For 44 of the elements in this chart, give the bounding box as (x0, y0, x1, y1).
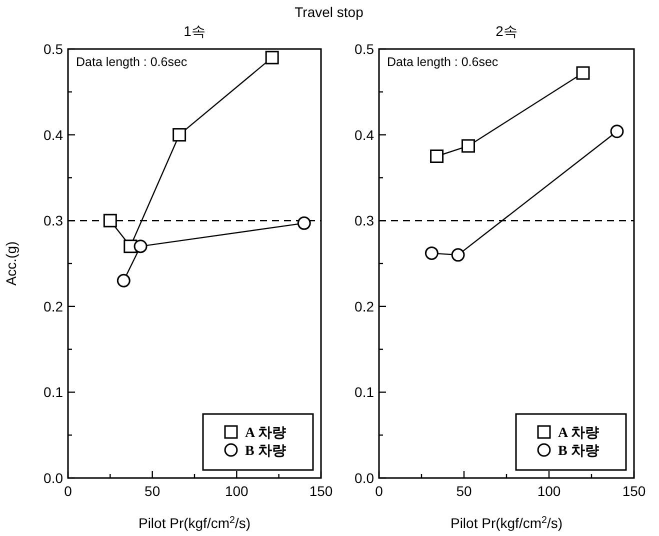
y-tick-label: 0.1 (354, 384, 374, 400)
y-tick-label: 0.3 (354, 212, 374, 229)
point (116, 274, 130, 288)
point (462, 139, 475, 153)
point (610, 124, 624, 138)
y-tick-label: 0.5 (354, 41, 374, 57)
point (134, 240, 148, 254)
x-axis-title: Pilot Pr(kgf/cm$^{2}$/s) (450, 514, 563, 531)
legend-label: B 차량 (558, 444, 599, 459)
point (265, 50, 279, 64)
chart-title: 2속 (496, 23, 518, 39)
legend-label: A 차량 (245, 426, 286, 441)
y-tick-label: 0.1 (44, 384, 64, 400)
y-tick-label: 0.0 (354, 470, 374, 486)
x-tick-label: 150 (622, 483, 646, 499)
x-tick-label: 150 (309, 483, 333, 499)
point (430, 150, 444, 163)
chart-title: 1속 (184, 23, 206, 39)
y-axis-title: Acc.(g) (3, 241, 19, 286)
legend-label: A 차량 (558, 426, 599, 441)
point (172, 128, 186, 142)
y-tick-label: 0.2 (354, 298, 374, 314)
y-tick-label: 0.2 (44, 298, 64, 314)
x-axis-title: Pilot Pr(kgf/cm$^{2}$/s) (138, 514, 251, 531)
y-tick-label: 0.4 (44, 126, 64, 143)
x-tick-label: 50 (456, 483, 472, 499)
point (103, 214, 117, 228)
x-tick-label: 100 (224, 483, 249, 499)
point (297, 216, 311, 230)
legend-label: B 차량 (245, 444, 286, 459)
y-tick-label: 0.4 (354, 126, 374, 143)
x-tick-label: 100 (537, 483, 561, 499)
point (424, 246, 438, 260)
y-tick-label: 0.3 (44, 212, 64, 229)
annotation: Data length : 0.6sec (76, 55, 188, 69)
y-tick-label: 0.5 (44, 41, 64, 57)
y-tick-label: 0.0 (44, 470, 64, 486)
x-tick-label: 0 (375, 483, 384, 499)
annotation: Data length : 0.6sec (387, 55, 498, 69)
point (576, 66, 590, 80)
x-tick-label: 0 (64, 483, 72, 499)
x-tick-label: 50 (144, 483, 160, 499)
text: Travel stop (294, 4, 364, 20)
point (451, 248, 465, 262)
